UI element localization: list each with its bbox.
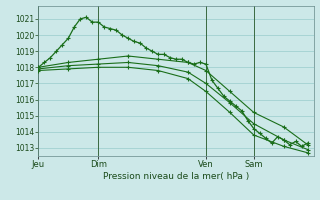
X-axis label: Pression niveau de la mer( hPa ): Pression niveau de la mer( hPa ) — [103, 172, 249, 181]
